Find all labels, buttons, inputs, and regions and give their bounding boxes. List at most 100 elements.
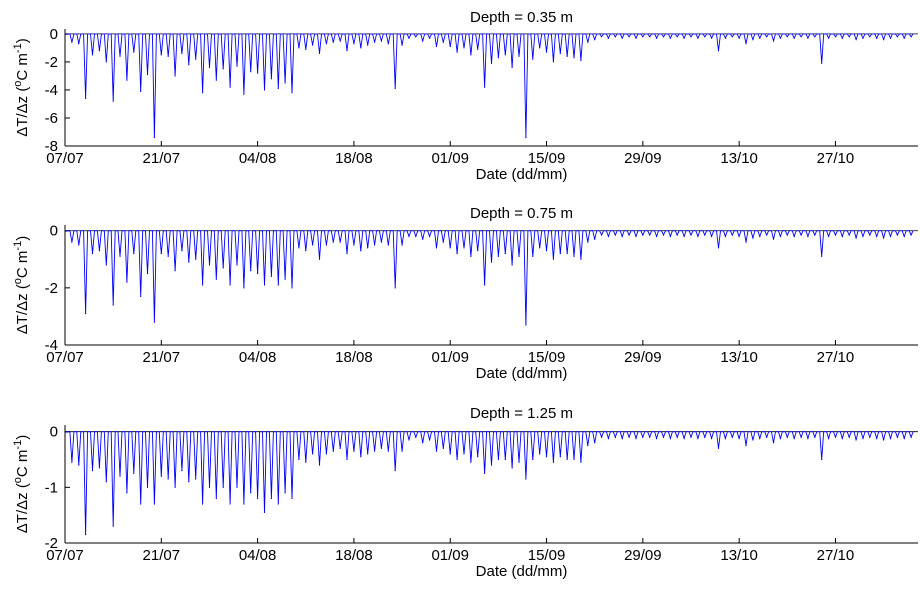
chart-panel-1: Depth = 0.75 m 0 -2 -407/07 21/07 04/08 18/08 0… (12, 205, 918, 382)
data-point (291, 497, 293, 500)
data-point (635, 235, 637, 238)
data-point (731, 436, 733, 438)
data-point (257, 497, 259, 500)
data-point (291, 287, 293, 289)
data-point (766, 36, 768, 38)
data-point (800, 436, 802, 438)
data-point (85, 312, 87, 315)
data-point (181, 470, 183, 472)
y-tick-label: -1 (45, 479, 58, 496)
data-point (435, 450, 438, 452)
data-point (779, 437, 782, 439)
data-point (449, 247, 451, 249)
data-point (435, 45, 438, 48)
data-point (889, 37, 892, 39)
data-point (772, 40, 775, 42)
data-point (876, 235, 878, 238)
data-point (373, 450, 376, 452)
data-point (305, 48, 307, 50)
data-point (573, 255, 575, 258)
y-axis-label: ΔT/Δz (oC m-1) (12, 435, 31, 533)
data-point (408, 439, 410, 441)
data-point (360, 456, 362, 458)
data-point (559, 52, 561, 55)
y-axis-label-part: o (12, 477, 24, 483)
data-point (504, 252, 506, 255)
y-tick-label: -6 (45, 110, 58, 127)
data-point (518, 461, 520, 463)
y-axis-label-part: ) (14, 38, 31, 43)
data-point (552, 461, 555, 463)
data-point (422, 238, 424, 240)
data-point (834, 436, 837, 438)
data-point (497, 255, 499, 258)
data-point (339, 447, 341, 449)
data-point (683, 437, 685, 439)
data-point (772, 442, 775, 444)
data-point (717, 447, 720, 449)
x-axis-label: Date (dd/mm) (476, 365, 568, 382)
data-point (105, 264, 107, 266)
data-point (401, 44, 403, 46)
data-point (236, 65, 238, 67)
data-point (683, 235, 685, 238)
data-point (112, 100, 114, 102)
data-point (126, 79, 128, 81)
data-point (353, 244, 355, 246)
data-point (449, 45, 451, 48)
data-point (786, 234, 788, 236)
data-point (903, 235, 905, 238)
data-point (566, 55, 568, 57)
x-tick-label: 07/07 (46, 547, 84, 564)
x-tick-label: 29/09 (624, 150, 662, 167)
data-point (518, 255, 520, 258)
data-point (463, 47, 465, 49)
y-axis-label-part: o (12, 278, 24, 284)
data-point (497, 458, 499, 461)
data-point (772, 238, 775, 240)
data-point (188, 481, 190, 483)
data-point (146, 486, 149, 488)
x-tick-label: 18/08 (335, 349, 373, 366)
data-point (649, 436, 651, 438)
data-point (607, 37, 610, 39)
data-point (360, 47, 362, 49)
chart-title: Depth = 0.75 m (470, 205, 573, 222)
series-line (64, 33, 914, 138)
data-point (91, 470, 94, 472)
data-point (435, 247, 438, 249)
data-point (91, 252, 94, 255)
data-point (759, 37, 761, 39)
series-line (64, 431, 914, 535)
data-point (422, 442, 424, 444)
data-point (662, 36, 665, 38)
y-axis-label-part: -1 (12, 43, 24, 53)
data-point (250, 492, 252, 494)
data-point (662, 436, 665, 438)
data-point (174, 486, 176, 488)
y-axis-label-part: ) (14, 435, 31, 440)
data-point (697, 37, 699, 39)
chart-title: Depth = 1.25 m (470, 405, 573, 422)
data-point (332, 450, 334, 452)
data-point (243, 503, 245, 505)
data-point (215, 79, 217, 81)
data-point (504, 54, 506, 56)
data-point (814, 436, 816, 438)
data-point (821, 62, 823, 64)
x-tick-label: 21/07 (143, 150, 181, 167)
data-point (752, 237, 754, 239)
data-point (236, 264, 238, 266)
data-point (332, 241, 334, 243)
data-point (642, 234, 644, 236)
data-point (490, 464, 493, 466)
data-point (717, 50, 720, 52)
data-point (814, 36, 816, 38)
data-point (883, 38, 885, 41)
data-point (477, 456, 479, 458)
data-point (401, 244, 403, 246)
data-point (195, 58, 197, 60)
y-axis-label-part: C m (14, 450, 31, 478)
x-tick-label: 29/09 (624, 547, 662, 564)
data-point (883, 237, 885, 239)
